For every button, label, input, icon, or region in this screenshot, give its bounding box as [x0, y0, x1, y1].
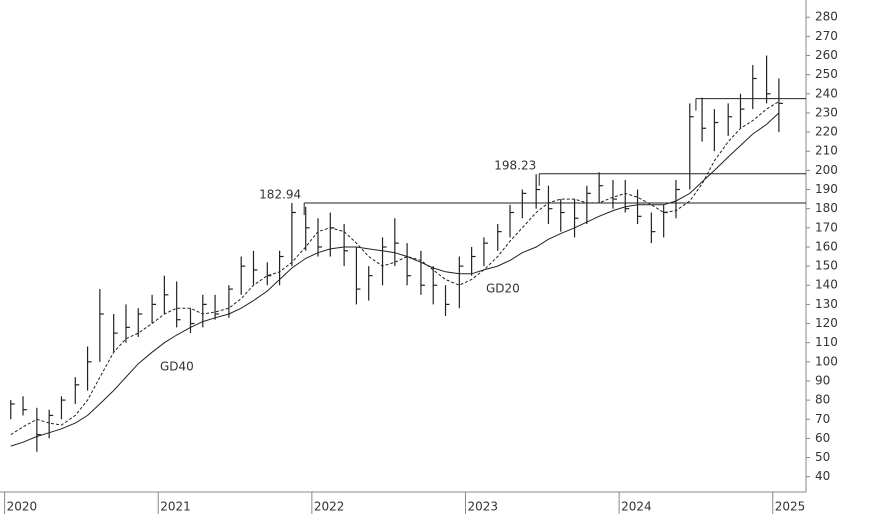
- y-tick-label: 90: [815, 373, 830, 387]
- y-tick-label: 280: [815, 10, 838, 24]
- y-tick-label: 180: [815, 201, 838, 215]
- moving-average: [10, 101, 780, 436]
- y-tick-label: 210: [815, 144, 838, 158]
- x-tick-label: 2020: [7, 500, 38, 514]
- y-tick-label: 200: [815, 163, 838, 177]
- x-tick-label: 2021: [160, 500, 191, 514]
- level-label: 182.94: [259, 188, 301, 202]
- x-tick-label: 2025: [775, 500, 806, 514]
- x-tick-label: 2024: [621, 500, 652, 514]
- y-tick-label: 190: [815, 182, 838, 196]
- y-tick-label: 50: [815, 450, 830, 464]
- y-tick-label: 110: [815, 335, 838, 349]
- y-tick-label: 270: [815, 29, 838, 43]
- y-tick-label: 40: [815, 469, 830, 483]
- y-tick-label: 230: [815, 105, 838, 119]
- y-tick-label: 220: [815, 125, 838, 139]
- x-tick-label: 2023: [467, 500, 498, 514]
- level-label: 198.23: [494, 158, 536, 172]
- y-tick-label: 80: [815, 393, 830, 407]
- y-tick-label: 250: [815, 67, 838, 81]
- line-label: GD20: [486, 282, 520, 296]
- y-tick-label: 260: [815, 48, 838, 62]
- y-tick-label: 140: [815, 278, 838, 292]
- x-tick-label: 2022: [314, 500, 345, 514]
- y-tick-label: 160: [815, 239, 838, 253]
- moving-average: [10, 112, 780, 447]
- y-tick-label: 130: [815, 297, 838, 311]
- line-label: GD40: [160, 360, 194, 374]
- y-tick-label: 120: [815, 316, 838, 330]
- y-tick-label: 70: [815, 412, 830, 426]
- y-tick-label: 150: [815, 259, 838, 273]
- y-tick-label: 100: [815, 354, 838, 368]
- y-tick-label: 170: [815, 220, 838, 234]
- y-tick-label: 240: [815, 86, 838, 100]
- y-tick-label: 60: [815, 431, 830, 445]
